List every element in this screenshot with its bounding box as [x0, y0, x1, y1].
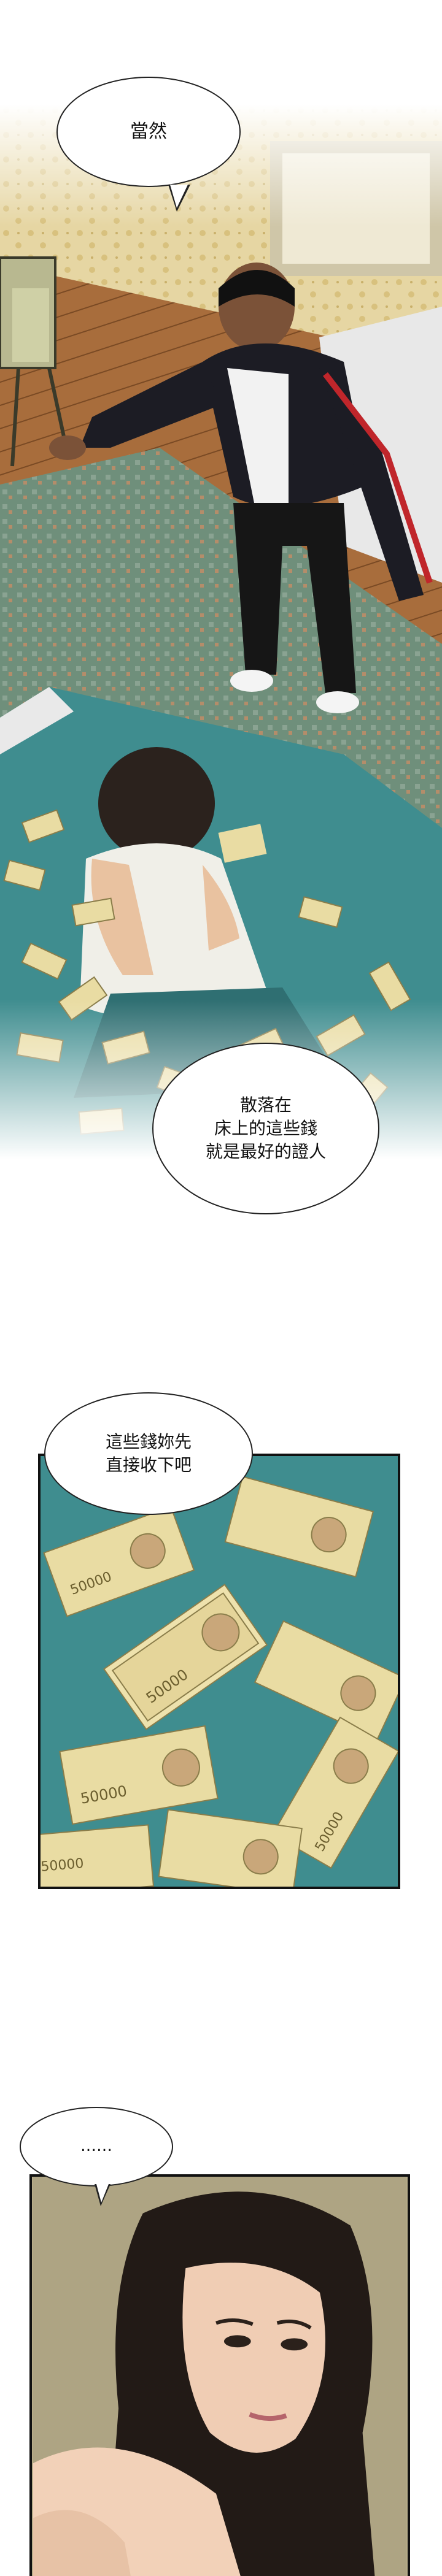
- room-scene-illustration: [0, 104, 442, 1159]
- panel-room-scene: [0, 104, 442, 1159]
- speech-bubble-4: ……: [20, 2107, 173, 2206]
- armchair: [0, 256, 69, 467]
- banknotes-illustration: 50000 50000 50000: [41, 1456, 398, 1887]
- standing-man-figure: [49, 263, 433, 713]
- panel-woman-closeup: [29, 2174, 410, 2576]
- speech-bubble-1: 當然: [56, 77, 241, 212]
- banknote-denomination: 50000: [41, 1856, 84, 1875]
- speech-bubble-3: 這些錢妳先 直接收下吧: [44, 1392, 253, 1515]
- speech-bubble-3-text: 這些錢妳先 直接收下吧: [105, 1432, 192, 1475]
- speech-bubble-4-text: ……: [80, 2137, 112, 2156]
- woman-closeup-illustration: [33, 2177, 407, 2576]
- speech-bubble-2: 散落在 床上的這些錢 就是最好的證人: [152, 1043, 379, 1214]
- speech-bubble-1-text: 當然: [130, 120, 167, 142]
- speech-bubble-2-text: 散落在 床上的這些錢 就是最好的證人: [205, 1095, 326, 1162]
- panel-banknotes-closeup: 50000 50000 50000: [38, 1454, 400, 1889]
